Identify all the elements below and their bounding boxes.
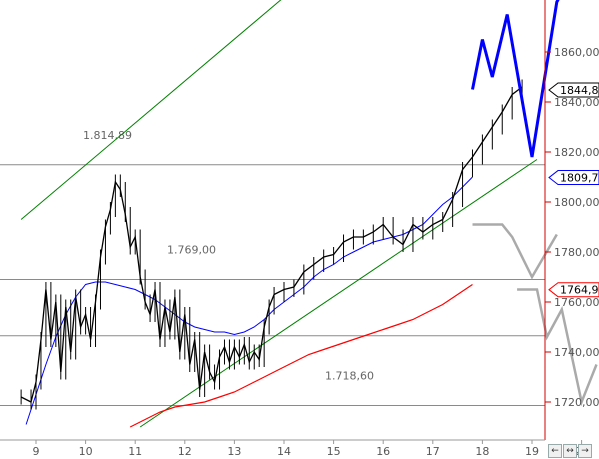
scroll-both-button[interactable]: ↔: [563, 444, 577, 458]
price-tag: [548, 82, 599, 98]
forecast-projections: [471, 0, 598, 407]
x-tick-label: 10: [79, 445, 93, 458]
x-tick-label: 14: [277, 445, 291, 458]
y-tick-label: 1720,000: [554, 396, 599, 409]
long-moving-average-line: [129, 284, 473, 428]
y-tick-label: 1800,000: [554, 196, 599, 209]
price-tag: [548, 282, 599, 298]
x-tick-label: 13: [227, 445, 241, 458]
y-tick-label: 1740,000: [554, 346, 599, 359]
scroll-left-button[interactable]: ←: [548, 444, 562, 458]
price-line: [20, 86, 523, 403]
price-tag: [548, 170, 599, 186]
price-series: [20, 79, 523, 410]
channel-lower-line: [139, 159, 538, 428]
trend-channel: [20, 0, 538, 428]
level-label: 1.769,00: [167, 244, 216, 257]
y-axis: 1720,000 1740,000 1760,000 1780,000 1800,000…: [545, 46, 599, 409]
x-tick-label: 18: [475, 445, 489, 458]
price-tag-label: 1809,78: [560, 172, 599, 185]
x-tick-label: 17: [426, 445, 440, 458]
projection-line: [472, 223, 558, 280]
x-tick-label: 11: [128, 445, 142, 458]
long-moving-average: [129, 284, 473, 428]
channel-upper-line: [20, 0, 282, 220]
navigation-buttons: ← ↔ →: [548, 444, 592, 458]
price-tag-label: 1764,92: [560, 284, 599, 297]
level-label: 1.718,60: [325, 370, 374, 383]
price-tags: 1844,81 1809,78 1764,92: [548, 82, 599, 298]
level-label: 1.814,89: [83, 129, 132, 142]
x-axis: 91011121314151617181920: [33, 440, 589, 458]
y-tick-label: 1760,000: [554, 296, 599, 309]
price-tag-label: 1844,81: [560, 84, 599, 97]
y-tick-label: 1820,000: [554, 146, 599, 159]
y-tick-label: 1780,000: [554, 246, 599, 259]
x-tick-label: 19: [525, 445, 539, 458]
x-tick-label: 16: [376, 445, 390, 458]
x-tick-label: 15: [327, 445, 341, 458]
x-tick-label: 9: [33, 445, 40, 458]
y-tick-label: 1860,000: [554, 46, 599, 59]
scroll-right-button[interactable]: →: [578, 444, 592, 458]
y-tick-label: 1840,000: [554, 96, 599, 109]
x-tick-label: 12: [178, 445, 192, 458]
projection-line: [517, 288, 598, 407]
projection-line: [471, 0, 560, 158]
